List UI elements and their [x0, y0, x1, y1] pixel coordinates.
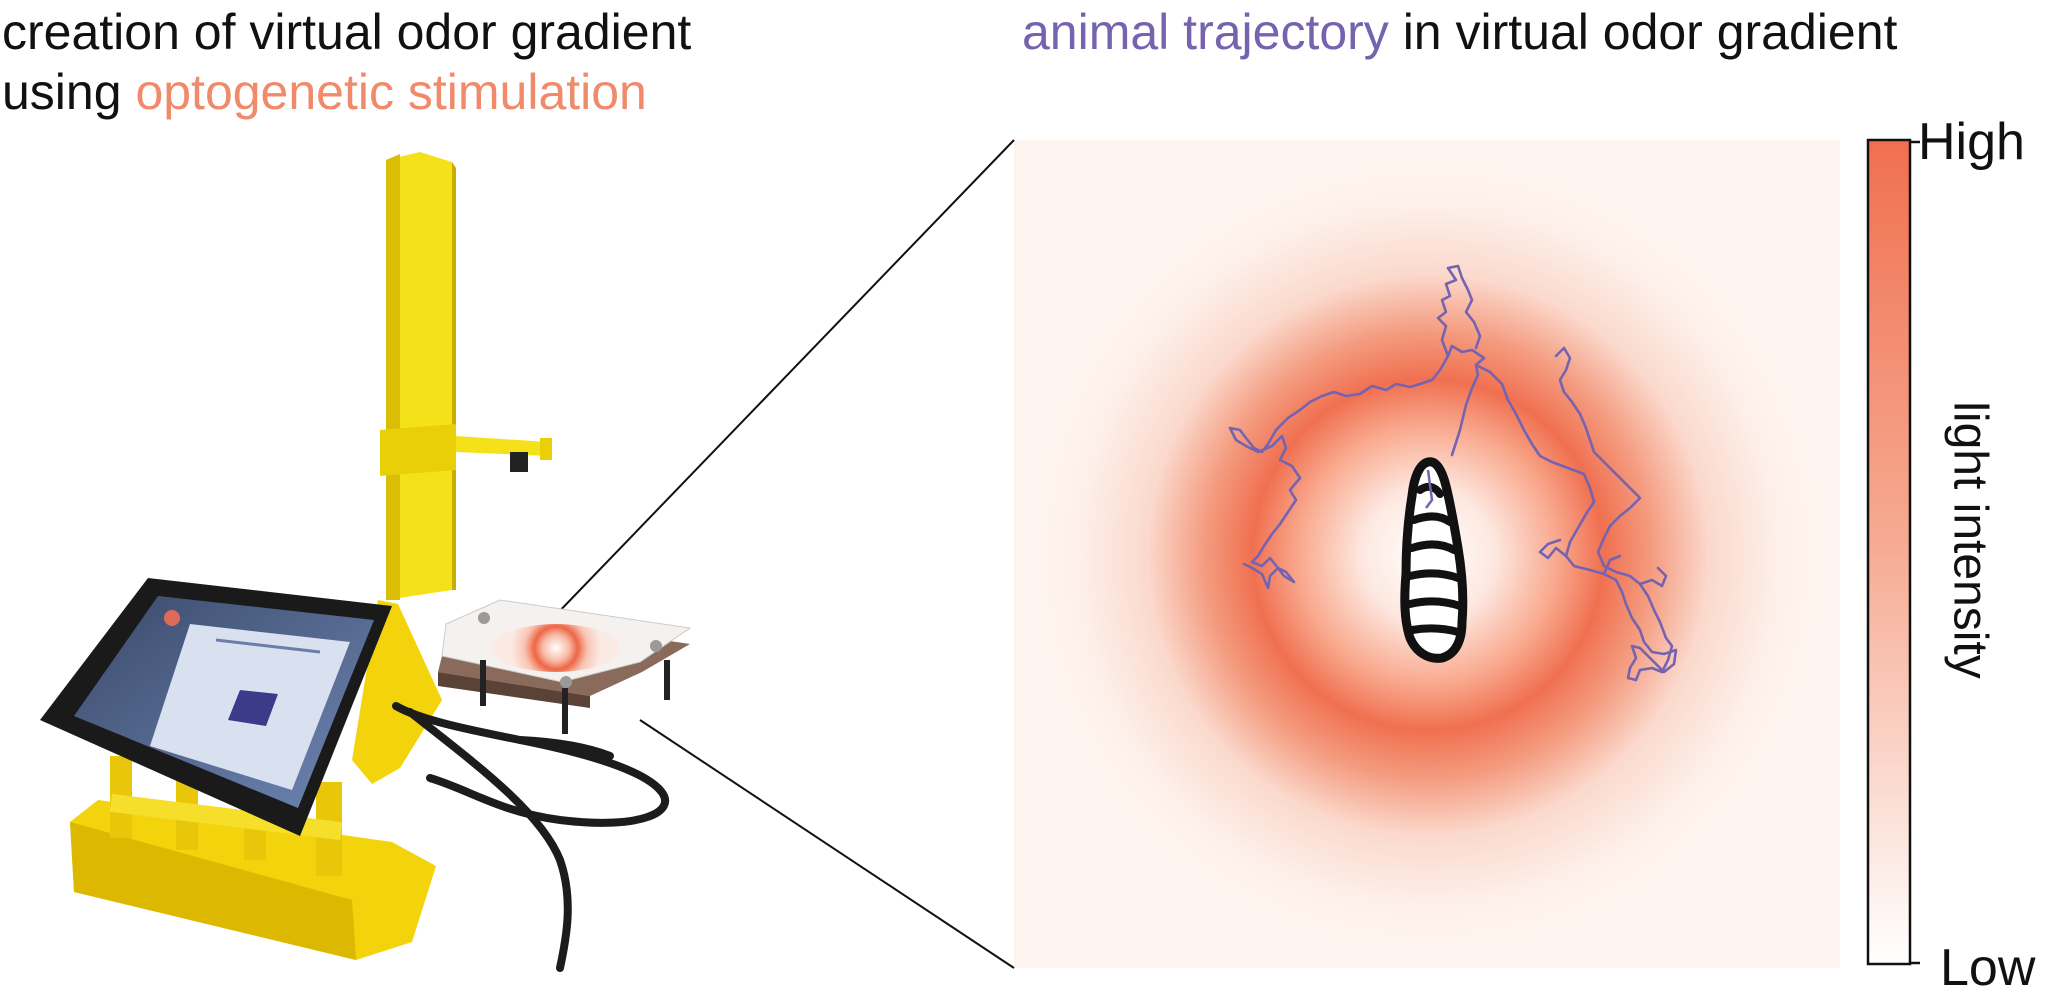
colorbar-gradient — [1866, 138, 1912, 966]
colorbar — [1866, 138, 1920, 966]
led-board-edge — [438, 672, 590, 708]
hardware-setup — [40, 152, 692, 972]
camera-arm-end — [540, 438, 552, 460]
zoom-line-bottom — [639, 719, 1015, 969]
left-title-line1: creation of virtual odor gradient — [2, 4, 692, 60]
larva-body — [1400, 457, 1468, 663]
screen-preview — [228, 690, 278, 726]
platform-post-3 — [664, 660, 670, 700]
camera-body — [510, 452, 528, 472]
cable-3 — [516, 736, 614, 760]
camera-column — [380, 152, 552, 600]
animal-trajectory-branch-right — [1474, 346, 1678, 682]
right-title-rest: in virtual odor gradient — [1388, 4, 1898, 60]
tablet — [40, 578, 392, 836]
screen-icon — [164, 610, 180, 626]
cables — [392, 702, 670, 972]
platform-post-2 — [562, 688, 568, 734]
screen-toolbar — [215, 638, 321, 654]
screw-3 — [560, 676, 572, 688]
screw-2 — [650, 640, 662, 652]
column-edge — [386, 154, 400, 600]
animal-trajectory-branch-right2 — [1538, 538, 1668, 588]
cable-2 — [406, 708, 572, 972]
left-title: creation of virtual odor gradient using … — [2, 2, 691, 122]
left-title-prefix: using — [2, 64, 136, 120]
cable-1 — [392, 702, 670, 827]
colorbar-high-label: High — [1918, 113, 2025, 171]
colorbar-title: light intensity — [1943, 401, 1997, 679]
left-title-accent: optogenetic stimulation — [135, 64, 647, 120]
stand-base-side — [70, 822, 356, 960]
column-front — [386, 152, 452, 600]
column-clamp — [380, 424, 456, 476]
column-shadow — [452, 162, 456, 590]
left-title-line2: using optogenetic stimulation — [2, 62, 691, 122]
animal-trajectory-branch-top — [1436, 264, 1482, 358]
zoom-line-top — [550, 139, 1015, 621]
screw-1 — [478, 612, 490, 624]
camera-arm — [456, 436, 548, 456]
colorbar-low-label: Low — [1940, 939, 2036, 997]
right-title: animal trajectory in virtual odor gradie… — [1022, 2, 1897, 62]
mini-gradient — [492, 624, 620, 672]
platform-post-1 — [480, 660, 486, 706]
stimulation-platform — [438, 599, 692, 734]
larva — [1400, 457, 1468, 663]
right-title-accent: animal trajectory — [1022, 4, 1389, 60]
larva-mouthhooks — [1425, 469, 1434, 509]
